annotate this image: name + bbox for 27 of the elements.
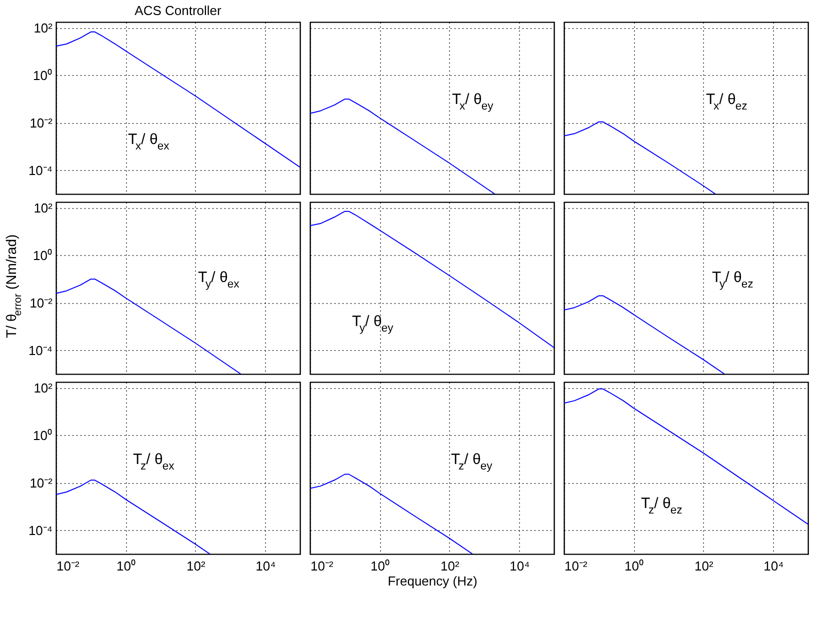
y-tick-label: 10⁻² <box>30 295 54 310</box>
x-tick-label: 10² <box>694 558 714 574</box>
x-tick-label: 10⁰ <box>624 558 644 574</box>
x-tick-label: 10⁻² <box>564 558 588 574</box>
y-tick-label: 10⁻⁴ <box>28 162 52 178</box>
y-tick-label: 10² <box>34 380 54 396</box>
x-axis-title: Frequency (Hz) <box>388 574 478 588</box>
x-tick-label: 10⁻² <box>56 558 80 574</box>
x-tick-label: 10² <box>186 558 206 574</box>
x-tick-label: 10⁴ <box>510 558 530 574</box>
y-tick-label: 10² <box>34 20 54 36</box>
x-tick-label: 10⁴ <box>764 558 784 574</box>
y-tick-label: 10² <box>34 200 54 216</box>
y-tick-label: 10⁰ <box>33 248 52 263</box>
x-tick-label: 10⁻² <box>310 558 334 574</box>
x-tick-label: 10⁰ <box>116 558 136 574</box>
y-tick-label: 10⁰ <box>33 68 52 83</box>
chart-title: ACS Controller <box>134 2 222 18</box>
y-tick-label: 10⁻⁴ <box>28 342 52 358</box>
y-tick-label: 10⁰ <box>33 428 52 443</box>
y-tick-label: 10⁻² <box>30 475 54 490</box>
x-tick-label: 10² <box>440 558 460 574</box>
y-tick-label: 10⁻⁴ <box>28 522 52 538</box>
y-axis-title: T/ θerror (Nm/rad) <box>3 234 24 338</box>
x-tick-label: 10⁰ <box>370 558 390 574</box>
x-tick-label: 10⁴ <box>256 558 276 574</box>
y-tick-label: 10⁻² <box>30 115 54 130</box>
